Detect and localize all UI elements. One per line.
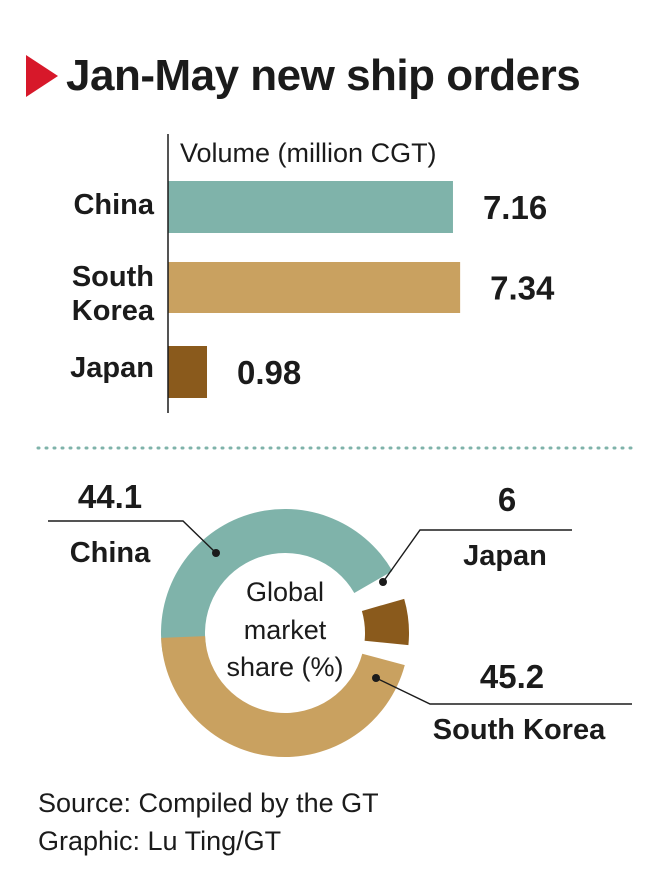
center-label-2: share (%) [226,652,343,682]
slice-china [161,509,393,652]
bar-0 [168,181,453,233]
chart-title-row: Jan-May new ship orders [26,48,581,104]
bar-2 [168,346,208,398]
slice-name-japan: Japan [463,540,547,572]
leader-dot-japan [379,578,387,586]
leader-line-japan [382,529,572,583]
category-label-1-1: Korea [72,295,155,327]
center-label-1: market [244,615,327,645]
category-label-1-0: South [72,261,154,293]
slice-name-china: China [70,537,151,569]
slice-value-japan: 6 [498,481,516,518]
category-label-2: Japan [70,352,154,384]
leader-dot-south-korea [372,674,380,682]
slice-south-korea [161,636,405,758]
leader-line-china [48,520,217,554]
slice-value-south-korea: 45.2 [480,658,544,695]
x-axis-label: Volume (million CGT) [180,138,437,168]
slice-name-south-korea: South Korea [433,714,606,746]
value-label-1: 7.34 [490,270,555,307]
bar-1 [168,262,461,313]
slice-value-china: 44.1 [78,478,142,515]
title-arrow-icon [26,55,58,97]
graphic-credit: Graphic: Lu Ting/GT [38,826,282,856]
slice-japan [361,598,409,646]
center-label-0: Global [246,577,324,607]
category-label-0: China [73,189,154,221]
leader-dot-china [212,549,220,557]
leader-line-south-korea [375,677,632,705]
source-note: Source: Compiled by the GT [38,788,379,818]
value-label-0: 7.16 [483,189,547,226]
value-label-2: 0.98 [237,354,301,391]
chart-title: Jan-May new ship orders [66,51,581,100]
